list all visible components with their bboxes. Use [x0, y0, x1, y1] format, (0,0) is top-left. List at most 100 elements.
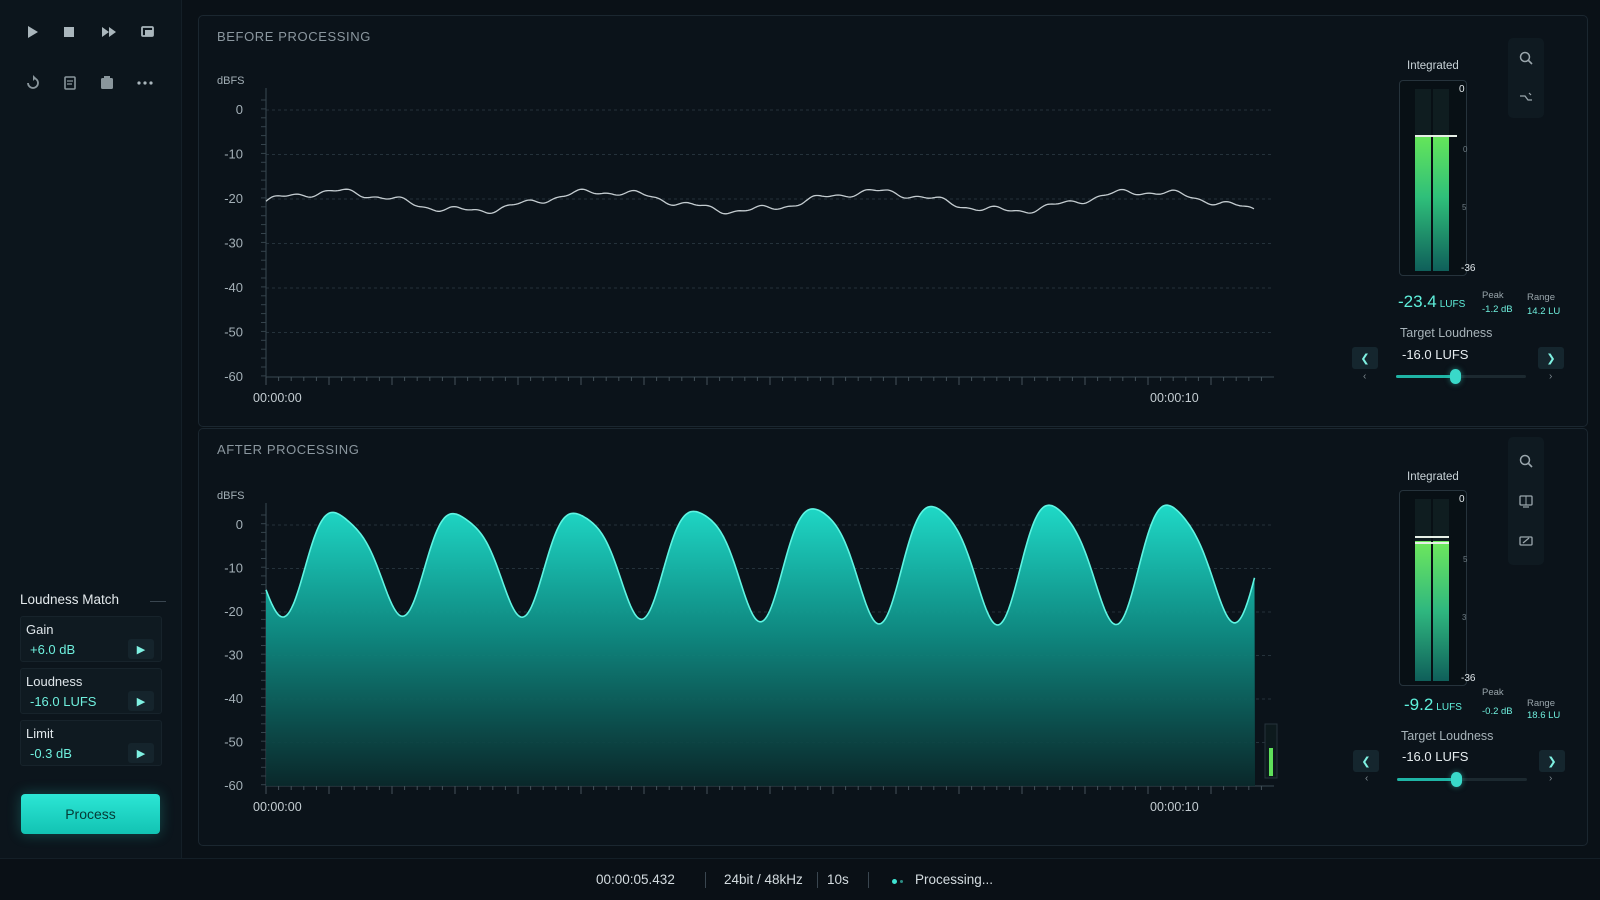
edit-icon: [1519, 536, 1533, 546]
y-tick-label: -50: [224, 735, 243, 750]
meter-label: Integrated: [1407, 471, 1459, 483]
export-button[interactable]: [135, 19, 161, 45]
chevron-left-icon[interactable]: ‹: [1365, 773, 1369, 784]
target-loudness-value[interactable]: -16.0 LUFS: [1402, 749, 1469, 764]
target-loudness-slider[interactable]: [1396, 369, 1526, 384]
chevron-right-icon[interactable]: ›: [1549, 773, 1553, 784]
stop-button[interactable]: [56, 19, 82, 45]
target-loudness-slider[interactable]: [1397, 772, 1527, 787]
divider: [150, 601, 166, 602]
meter-scale-bottom: -36: [1461, 263, 1476, 274]
gain-label: Gain: [26, 622, 54, 637]
y-tick-label: -40: [224, 691, 243, 706]
slider-thumb[interactable]: [1449, 369, 1461, 384]
zoom-button[interactable]: [1508, 38, 1544, 78]
y-tick-label: 0: [236, 102, 243, 117]
limit-next-button[interactable]: ▶: [128, 743, 154, 763]
audio-duration: 10s: [827, 872, 849, 887]
meter-left-fill: [1415, 137, 1431, 271]
loudness-next-button[interactable]: ▶: [128, 691, 154, 711]
range-value: 14.2 LU: [1527, 306, 1561, 317]
before-processing-panel: BEFORE PROCESSING dBFS 0 -10 -20 -30 -40 -50 -6…: [198, 15, 1588, 427]
y-tick-label: -20: [224, 191, 243, 206]
loop-button[interactable]: [20, 70, 46, 96]
before-tool-column: [1508, 38, 1544, 118]
loudness-match-title: Loudness Match: [20, 592, 120, 607]
sidebar: Loudness Match Gain +6.0 dB ▶ Loudness -…: [0, 0, 182, 858]
fast-forward-icon: [102, 27, 116, 37]
range-label: Range: [1527, 698, 1555, 709]
time-start-label: 00:00:00: [253, 800, 302, 814]
gain-next-button[interactable]: ▶: [128, 639, 154, 659]
peak-label: Peak: [1482, 687, 1504, 698]
after-tool-column: [1508, 437, 1544, 565]
limit-value[interactable]: -0.3 dB: [30, 746, 72, 761]
peak-value: -1.2 dB: [1482, 304, 1513, 315]
target-increase-button[interactable]: ❯: [1538, 347, 1564, 369]
waveform-line: [265, 504, 1256, 626]
more-icon: [137, 81, 153, 85]
y-tick-label: -30: [224, 236, 243, 251]
more-button[interactable]: [132, 70, 158, 96]
snapshot-icon: [101, 76, 113, 89]
compare-icon: [1519, 495, 1533, 508]
meter-scale-mark: 3: [1462, 613, 1467, 622]
search-icon: [1519, 51, 1533, 65]
target-loudness-label: Target Loudness: [1400, 326, 1493, 340]
panel-title: BEFORE PROCESSING: [217, 29, 371, 44]
target-decrease-button[interactable]: ❮: [1353, 750, 1379, 772]
chevron-right-icon: ▶: [136, 695, 146, 708]
panel-title: AFTER PROCESSING: [217, 442, 360, 457]
y-tick-label: -60: [224, 778, 243, 793]
before-waveform-plot[interactable]: dBFS 0 -10 -20 -30 -40 -50 -60 00:00:00 00:00:10: [199, 16, 1299, 428]
chevron-right-icon: ▶: [136, 643, 146, 656]
peak-label: Peak: [1482, 290, 1504, 301]
target-loudness-value[interactable]: -16.0 LUFS: [1402, 347, 1469, 362]
limit-param: Limit -0.3 dB ▶: [20, 720, 162, 766]
status-bar: 00:00:05.432 24bit / 48kHz 10s Processin…: [0, 858, 1600, 900]
meter-bars: [1415, 89, 1457, 271]
zoom-button[interactable]: [1508, 441, 1544, 481]
fast-forward-button[interactable]: [96, 19, 122, 45]
process-button[interactable]: Process: [21, 794, 160, 834]
chevron-left-icon[interactable]: ‹: [1363, 371, 1367, 382]
edit-curve-button[interactable]: [1508, 521, 1544, 561]
target-increase-button[interactable]: ❯: [1539, 750, 1565, 772]
loudness-label: Loudness: [26, 674, 83, 689]
status-indicator: [892, 879, 897, 884]
meter-bars: [1415, 499, 1449, 681]
loudness-value[interactable]: -16.0 LUFS: [30, 694, 97, 709]
chevron-right-icon[interactable]: ›: [1549, 371, 1553, 382]
gain-value[interactable]: +6.0 dB: [30, 642, 76, 657]
divider: [817, 872, 818, 888]
y-tick-label: -10: [224, 147, 243, 162]
status-indicator: [900, 880, 903, 883]
target-decrease-button[interactable]: ❮: [1352, 347, 1378, 369]
axis-unit-label: dBFS: [217, 490, 245, 502]
chevron-right-icon: ❯: [1547, 755, 1557, 768]
after-waveform-plot[interactable]: dBFS 0 -10 -20 -30 -40 -50 -60 00:00:00 00:00:10: [199, 429, 1319, 847]
meter-scale-top: 0: [1459, 494, 1465, 505]
slider-fill: [1397, 778, 1456, 781]
compare-button[interactable]: [1508, 481, 1544, 521]
integrated-number: -23.4: [1398, 292, 1437, 311]
notes-icon: [64, 76, 76, 90]
meter-scale-mark: 5: [1463, 555, 1468, 564]
curve-tool-button[interactable]: [1508, 78, 1544, 118]
integrated-loudness-value: -9.2 LUFS: [1404, 695, 1462, 715]
slider-thumb[interactable]: [1450, 772, 1462, 787]
divider: [868, 872, 869, 888]
play-button[interactable]: [19, 19, 45, 45]
time-end-label: 00:00:10: [1150, 800, 1199, 814]
chevron-right-icon: ▶: [136, 747, 146, 760]
range-label: Range: [1527, 292, 1555, 303]
y-tick-label: -50: [224, 325, 243, 340]
audio-format: 24bit / 48kHz: [724, 872, 803, 887]
playhead-time: 00:00:05.432: [596, 872, 675, 887]
snapshot-button[interactable]: [94, 70, 120, 96]
export-icon: [141, 26, 154, 37]
y-tick-label: 0: [236, 517, 243, 532]
search-icon: [1519, 454, 1533, 468]
notes-button[interactable]: [57, 70, 83, 96]
chevron-left-icon: ❮: [1361, 755, 1371, 768]
